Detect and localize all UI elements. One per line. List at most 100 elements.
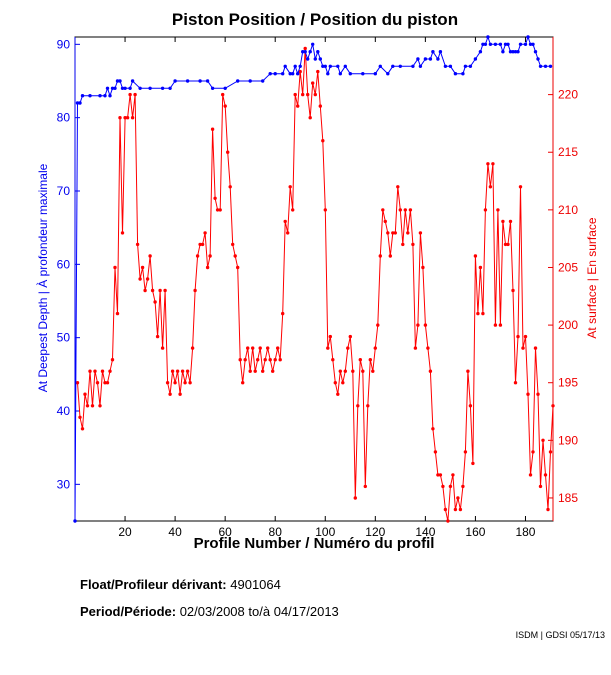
deepest-data-point bbox=[508, 50, 513, 54]
surface-data-point bbox=[78, 415, 82, 419]
surface-data-point bbox=[431, 427, 435, 431]
surface-data-point bbox=[243, 358, 247, 362]
surface-data-point bbox=[523, 334, 528, 339]
surface-data-point bbox=[148, 254, 152, 258]
deepest-data-point bbox=[473, 57, 478, 61]
deepest-data-point bbox=[130, 79, 135, 83]
surface-data-point bbox=[246, 346, 250, 350]
deepest-data-point bbox=[338, 72, 342, 76]
surface-data-point bbox=[428, 369, 433, 373]
deepest-data-point bbox=[436, 57, 440, 61]
right-tick-label: 185 bbox=[558, 491, 578, 505]
surface-data-point bbox=[516, 334, 520, 339]
surface-data-point bbox=[491, 162, 495, 166]
x-tick-label: 160 bbox=[465, 525, 485, 539]
surface-data-point bbox=[361, 369, 365, 373]
float-label: Float/Profileur dérivant: bbox=[80, 577, 227, 592]
deepest-data-point bbox=[223, 86, 227, 91]
surface-data-point bbox=[321, 139, 325, 143]
deepest-data-point bbox=[128, 86, 132, 91]
surface-data-point bbox=[271, 369, 275, 373]
deepest-data-point bbox=[528, 42, 533, 46]
deepest-data-point bbox=[328, 64, 332, 69]
surface-data-point bbox=[125, 116, 130, 120]
surface-data-point bbox=[408, 208, 413, 212]
deepest-data-point bbox=[293, 64, 297, 69]
deepest-data-point bbox=[75, 101, 80, 105]
x-axis-ticks: 20 40 60 80 100 120 140 160 180 bbox=[118, 37, 536, 539]
surface-data-point bbox=[120, 231, 125, 235]
surface-data-point bbox=[303, 46, 307, 51]
surface-data-point bbox=[393, 231, 397, 235]
surface-data-point bbox=[371, 369, 375, 373]
deepest-data-point bbox=[308, 50, 312, 54]
deepest-data-point bbox=[88, 94, 92, 98]
deepest-data-point bbox=[236, 79, 240, 83]
deepest-data-point bbox=[103, 94, 107, 98]
deepest-data-point bbox=[478, 50, 483, 54]
surface-data-point bbox=[198, 242, 202, 247]
left-tick-label: 80 bbox=[57, 111, 71, 125]
x-tick-label: 120 bbox=[365, 525, 385, 539]
surface-data-point bbox=[291, 208, 295, 212]
surface-data-point bbox=[163, 288, 167, 293]
deepest-data-point bbox=[298, 64, 302, 69]
x-tick-label: 100 bbox=[315, 525, 335, 539]
surface-data-point bbox=[158, 288, 162, 293]
surface-data-point bbox=[170, 369, 175, 373]
surface-data-point bbox=[413, 346, 418, 350]
surface-data-point bbox=[226, 150, 230, 154]
surface-data-point bbox=[103, 381, 107, 385]
period-info: Period/Période: 02/03/2008 to/à 04/17/20… bbox=[80, 604, 339, 619]
left-tick-label: 40 bbox=[57, 404, 71, 418]
deepest-data-point bbox=[160, 86, 165, 91]
deepest-data-point bbox=[313, 57, 317, 61]
deepest-data-point bbox=[185, 79, 190, 83]
deepest-data-point bbox=[261, 79, 265, 83]
surface-data-point bbox=[398, 208, 402, 212]
surface-data-point bbox=[233, 254, 237, 258]
surface-data-point bbox=[508, 219, 513, 224]
right-tick-label: 190 bbox=[558, 433, 578, 447]
surface-data-point bbox=[266, 346, 270, 350]
chart-title: Piston Position / Position du piston bbox=[172, 10, 458, 29]
left-tick-label: 50 bbox=[57, 331, 71, 345]
deepest-data-point bbox=[483, 42, 488, 46]
surface-data-point bbox=[351, 369, 355, 373]
deepest-data-point bbox=[548, 64, 553, 69]
surface-data-point bbox=[273, 358, 277, 362]
deepest-data-point bbox=[493, 42, 498, 46]
deepest-data-point bbox=[138, 86, 142, 91]
surface-data-point bbox=[135, 242, 140, 247]
deepest-data-point bbox=[443, 64, 448, 69]
surface-data-point bbox=[195, 254, 200, 258]
surface-data-point bbox=[551, 404, 555, 408]
surface-data-point bbox=[521, 346, 525, 350]
x-tick-label: 60 bbox=[218, 525, 232, 539]
deepest-data-point bbox=[80, 94, 85, 98]
surface-data-point bbox=[436, 473, 440, 477]
right-tick-label: 195 bbox=[558, 376, 578, 390]
deepest-depth-series bbox=[73, 35, 553, 523]
surface-data-point bbox=[223, 104, 227, 108]
deepest-data-point bbox=[248, 79, 252, 83]
surface-data-point bbox=[213, 196, 217, 200]
surface-data-point bbox=[316, 69, 320, 74]
surface-data-point bbox=[221, 92, 225, 97]
surface-data-point bbox=[313, 92, 317, 97]
deepest-data-point bbox=[431, 50, 435, 54]
plot-area: 20 40 60 80 100 120 140 160 180 30 40 50 60 70 80 90 1… bbox=[57, 35, 578, 539]
surface-data-point bbox=[123, 116, 127, 120]
deepest-data-point bbox=[198, 79, 202, 83]
deepest-data-point bbox=[518, 42, 523, 46]
surface-data-point bbox=[366, 404, 370, 408]
right-tick-label: 210 bbox=[558, 203, 578, 217]
deepest-data-point bbox=[301, 50, 305, 54]
deepest-data-point bbox=[373, 72, 377, 76]
deepest-data-point bbox=[391, 64, 395, 69]
deepest-data-point bbox=[268, 72, 272, 76]
surface-data-point bbox=[108, 369, 112, 373]
surface-data-point bbox=[498, 323, 503, 327]
deepest-data-point bbox=[288, 72, 292, 76]
surface-data-point bbox=[288, 185, 292, 189]
